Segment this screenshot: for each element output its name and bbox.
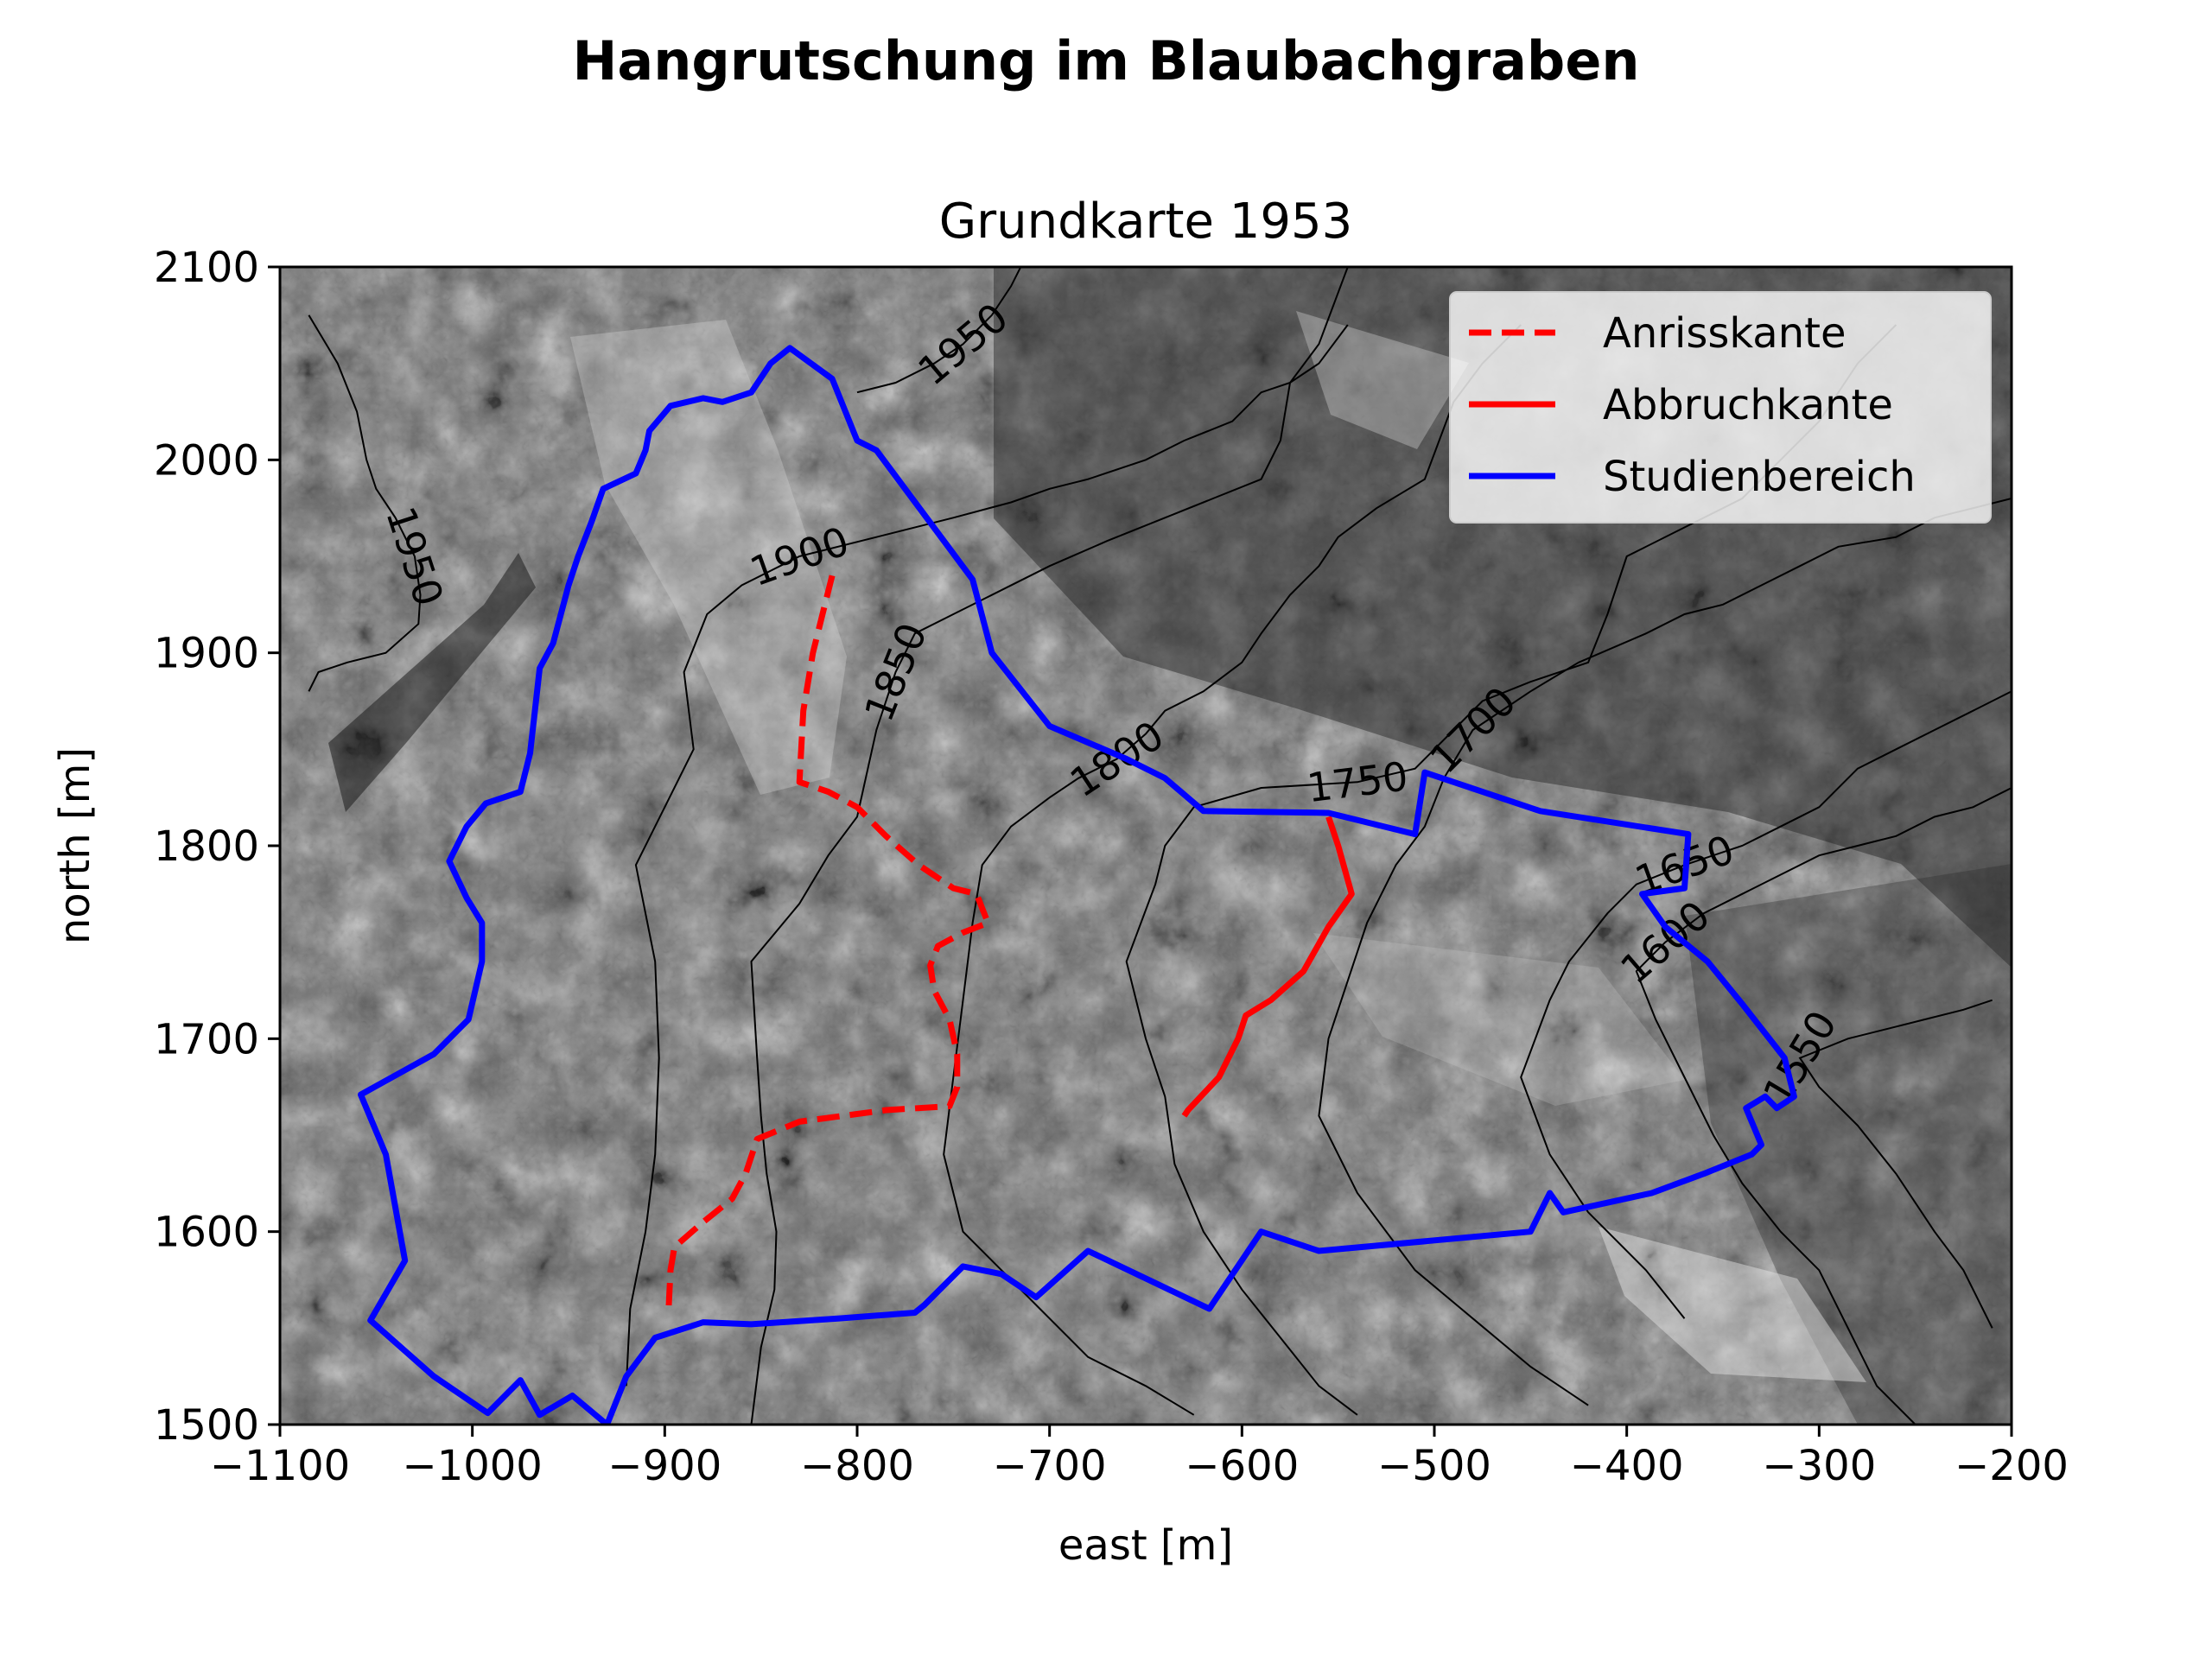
x-tick-label: −300 — [1762, 1442, 1876, 1490]
x-axis-label: east [m] — [1058, 1521, 1233, 1570]
contour-line-1650 — [1520, 690, 2012, 1319]
contour-line-1600 — [1635, 787, 2012, 1425]
x-tick-label: −200 — [1955, 1442, 2069, 1490]
series-line-studienbereich — [358, 345, 1797, 1425]
x-tick-label: −400 — [1570, 1442, 1684, 1490]
legend-label-studienbereich: Studienbereich — [1603, 453, 1916, 501]
y-tick-label: 1700 — [154, 1015, 259, 1063]
y-axis-ticks: 1500 1600 1700 1800 1900 2000 2100 — [154, 244, 280, 1450]
contour-line-1850 — [750, 267, 1349, 1425]
contour-line-1950 — [308, 314, 422, 692]
legend: Anrisskante Abbruchkante Studienbereich — [1449, 291, 1992, 524]
y-tick-label: 1500 — [154, 1401, 259, 1450]
y-tick-label: 2000 — [154, 436, 259, 485]
legend-label-anrisskante: Anrisskante — [1603, 309, 1846, 358]
series-line-anrisskante — [665, 574, 991, 1310]
figure-title: Hangrutschung im Blaubachgraben — [572, 29, 1639, 92]
legend-box — [1449, 291, 1992, 524]
x-tick-label: −600 — [1185, 1442, 1299, 1490]
contour-line-1700 — [1318, 498, 2012, 1406]
series-layer — [358, 345, 1797, 1425]
x-tick-label: −800 — [800, 1442, 914, 1490]
legend-label-abbruchkante: Abbruchkante — [1603, 381, 1893, 429]
contour-line-1550 — [1798, 999, 1993, 1329]
x-tick-label: −900 — [607, 1442, 721, 1490]
x-tick-label: −700 — [993, 1442, 1107, 1490]
contour-line-1800 — [943, 324, 1522, 1416]
y-tick-label: 2100 — [154, 244, 259, 292]
x-axis-ticks: −1100 −1000 −900 −800 −700 −600 −500 −400 −300 −2… — [210, 1425, 2069, 1490]
x-tick-label: −1000 — [402, 1442, 542, 1490]
series-line-abbruchkante — [1181, 816, 1355, 1118]
x-tick-label: −1100 — [210, 1442, 350, 1490]
y-tick-label: 1900 — [154, 630, 259, 678]
y-tick-label: 1800 — [154, 822, 259, 871]
axes-title: Grundkarte 1953 — [939, 194, 1352, 250]
contour-line-1900 — [625, 324, 1349, 1387]
y-tick-label: 1600 — [154, 1209, 259, 1257]
y-axis-label: north [m] — [51, 747, 99, 944]
contour-line-1950 — [856, 267, 1022, 394]
x-tick-label: −500 — [1377, 1442, 1491, 1490]
